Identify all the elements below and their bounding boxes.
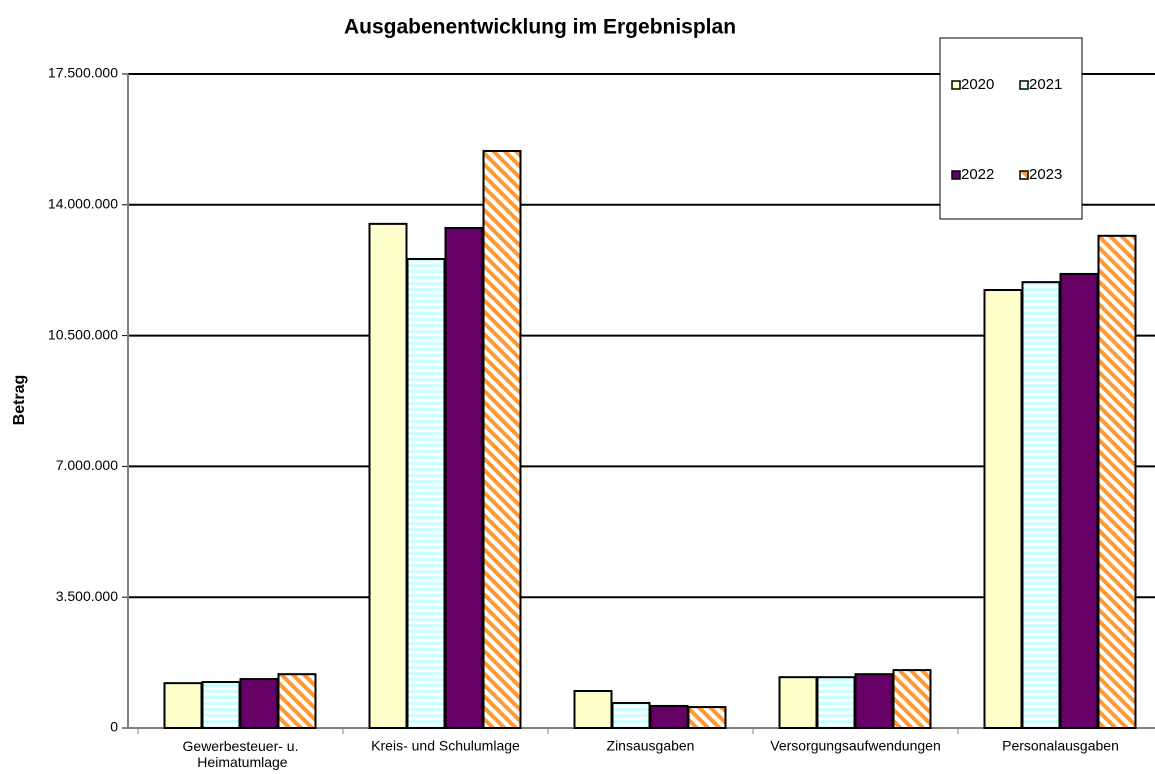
bar (854, 673, 894, 729)
bar (277, 673, 317, 729)
x-tick-label: Personalausgaben (1002, 738, 1119, 754)
bar (611, 701, 651, 729)
bar (482, 149, 522, 729)
legend-label: 2021 (1029, 76, 1062, 93)
bar (406, 257, 446, 729)
bar (778, 676, 818, 730)
legend-box (939, 37, 1083, 220)
bar (163, 682, 203, 730)
x-tick-label: Versorgungsaufwendungen (770, 738, 940, 754)
legend-label: 2020 (961, 76, 994, 93)
y-tick-label: 0 (110, 719, 118, 735)
legend-swatch (1019, 80, 1029, 90)
chart-title: Ausgabenentwicklung im Ergebnisplan (344, 16, 736, 39)
legend-swatch (951, 80, 961, 90)
x-tick-label: Zinsausgaben (607, 738, 695, 754)
x-tick-label: Gewerbesteuer- u. Heimatumlage (183, 738, 299, 770)
bar (687, 706, 727, 730)
y-axis-label: Betrag (11, 375, 28, 426)
bar (816, 676, 856, 730)
bar (573, 690, 613, 729)
legend-swatch (1019, 170, 1029, 180)
bar (239, 678, 279, 730)
x-tick-label: Kreis- und Schulumlage (371, 738, 520, 754)
bar (368, 222, 408, 729)
legend-swatch (951, 170, 961, 180)
bar (649, 704, 689, 730)
bar (201, 681, 241, 729)
bar (892, 669, 932, 729)
y-tick-label: 10.500.000 (48, 326, 118, 342)
bar (1021, 281, 1061, 729)
y-tick-label: 14.000.000 (48, 196, 118, 212)
legend-label: 2022 (961, 166, 994, 183)
legend-label: 2023 (1029, 166, 1062, 183)
y-tick-label: 3.500.000 (56, 588, 118, 604)
bar (983, 289, 1023, 729)
y-tick-label: 7.000.000 (56, 457, 118, 473)
bar (444, 226, 484, 730)
bar (1059, 272, 1099, 729)
bar (1097, 234, 1137, 729)
y-tick-label: 17.500.000 (48, 65, 118, 81)
